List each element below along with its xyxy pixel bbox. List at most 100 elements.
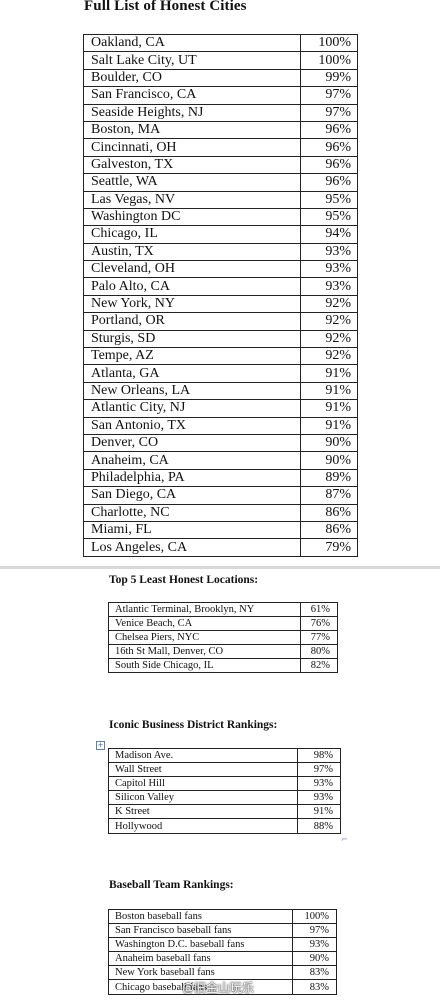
row-label: Seattle, WA — [82, 173, 302, 192]
least-honest-table: Atlantic Terminal, Brooklyn, NY 61% Venice… — [108, 601, 338, 674]
row-label: San Diego, CA — [82, 486, 302, 505]
row-percentage: 100% — [300, 33, 358, 53]
row-percentage: 61% — [300, 601, 338, 618]
honest-cities-table: Oakland, CA 100% Salt Lake City, UT 100% Bou… — [82, 33, 358, 557]
row-percentage: 96% — [300, 120, 358, 140]
table-row: Capitol Hill 93% — [108, 776, 341, 792]
document-page-2: Top 5 Least Honest Locations: Atlantic T… — [0, 569, 440, 1003]
row-percentage: 97% — [292, 923, 337, 939]
row-percentage: 83% — [292, 965, 337, 981]
row-label: Philadelphia, PA — [82, 468, 302, 488]
row-label: Venice Beach, CA — [108, 616, 301, 632]
table-row: Cincinnati, OH 96% — [82, 138, 358, 157]
row-percentage: 96% — [300, 173, 358, 192]
row-label: Denver, CO — [82, 433, 302, 453]
page-separator — [0, 566, 440, 569]
table-row: Cleveland, OH 93% — [82, 260, 358, 279]
table-row: Las Vegas, NV 95% — [82, 190, 358, 209]
table-row: Silicon Valley 93% — [108, 790, 341, 806]
row-percentage: 92% — [300, 294, 358, 314]
table-row: Anaheim baseball fans 90% — [108, 951, 337, 967]
table-row: New Orleans, LA 91% — [82, 381, 358, 401]
table-row: Wall Street 97% — [108, 762, 341, 778]
row-percentage: 95% — [300, 207, 358, 227]
row-label: Atlantic City, NJ — [82, 399, 302, 418]
row-label: Boston baseball fans — [108, 908, 293, 925]
row-label: Chelsea Piers, NYC — [108, 630, 301, 646]
row-percentage: 98% — [297, 747, 341, 764]
table-row: Madison Ave. 98% — [108, 747, 341, 764]
row-label: Washington D.C. baseball fans — [108, 937, 293, 953]
table-row: Washington DC 95% — [82, 207, 358, 227]
table-row: Tempe, AZ 92% — [82, 347, 358, 366]
row-label: San Antonio, TX — [82, 416, 302, 435]
row-label: Wall Street — [108, 762, 298, 778]
row-percentage: 93% — [297, 790, 341, 806]
business-district-table: Madison Ave. 98% Wall Street 97% Capitol Hil… — [108, 747, 341, 834]
table-row: Portland, OR 92% — [82, 312, 358, 331]
row-label: Los Angeles, CA — [82, 538, 302, 557]
row-percentage: 97% — [300, 103, 358, 122]
row-percentage: 96% — [300, 138, 358, 157]
table-row: New York, NY 92% — [82, 294, 358, 314]
table-resize-handle-icon[interactable]: ⌐ — [341, 835, 348, 844]
business-district-title: Iconic Business District Rankings: — [109, 719, 278, 731]
table-row: San Francisco, CA 97% — [82, 86, 358, 105]
row-label: Anaheim, CA — [82, 451, 302, 470]
row-label: Boulder, CO — [82, 68, 302, 88]
row-percentage: 99% — [300, 68, 358, 88]
row-percentage: 93% — [292, 937, 337, 953]
table-row: Boston, MA 96% — [82, 120, 358, 140]
row-percentage: 90% — [292, 951, 337, 967]
row-percentage: 92% — [300, 329, 358, 349]
row-label: Portland, OR — [82, 312, 302, 331]
row-label: Capitol Hill — [108, 776, 298, 792]
row-label: Seaside Heights, NJ — [82, 103, 302, 122]
row-percentage: 93% — [300, 242, 358, 262]
row-percentage: 94% — [300, 225, 358, 244]
row-label: Galveston, TX — [82, 155, 302, 175]
baseball-rankings-title: Baseball Team Rankings: — [109, 879, 234, 891]
table-row: Los Angeles, CA 79% — [82, 538, 358, 557]
row-percentage: 83% — [292, 979, 337, 995]
table-row: Seaside Heights, NJ 97% — [82, 103, 358, 122]
row-label: Boston, MA — [82, 120, 302, 140]
row-percentage: 91% — [297, 804, 341, 820]
row-label: Las Vegas, NV — [82, 190, 302, 209]
row-percentage: 88% — [297, 818, 341, 834]
row-percentage: 87% — [300, 486, 358, 505]
row-label: Atlantic Terminal, Brooklyn, NY — [108, 601, 301, 618]
row-percentage: 76% — [300, 616, 338, 632]
page-title: Full List of Honest Cities — [84, 0, 247, 14]
row-label: Silicon Valley — [108, 790, 298, 806]
row-percentage: 79% — [300, 538, 358, 557]
table-row: Seattle, WA 96% — [82, 173, 358, 192]
table-row: San Antonio, TX 91% — [82, 416, 358, 435]
row-percentage: 93% — [300, 260, 358, 279]
row-percentage: 91% — [300, 416, 358, 435]
table-row: Salt Lake City, UT 100% — [82, 51, 358, 70]
row-percentage: 80% — [300, 644, 338, 660]
row-percentage: 97% — [300, 86, 358, 105]
row-percentage: 97% — [297, 762, 341, 778]
row-label: Palo Alto, CA — [82, 277, 302, 296]
row-percentage: 90% — [300, 433, 358, 453]
table-row: Chelsea Piers, NYC 77% — [108, 630, 338, 646]
table-row: Oakland, CA 100% — [82, 33, 358, 53]
table-row: Charlotte, NC 86% — [82, 503, 358, 522]
table-move-handle-icon[interactable]: + — [96, 741, 105, 750]
table-row: Atlantic City, NJ 91% — [82, 399, 358, 418]
table-row: San Francisco baseball fans 97% — [108, 923, 337, 939]
row-percentage: 86% — [300, 503, 358, 522]
row-percentage: 92% — [300, 347, 358, 366]
table-row: Palo Alto, CA 93% — [82, 277, 358, 296]
row-label: Sturgis, SD — [82, 329, 302, 349]
table-row: Venice Beach, CA 76% — [108, 616, 338, 632]
document-page-1: Full List of Honest Cities Oakland, CA 10… — [82, 0, 358, 557]
table-row: Chicago baseball fans 83% — [108, 979, 337, 995]
table-row: Denver, CO 90% — [82, 433, 358, 453]
row-label: Chicago, IL — [82, 225, 302, 244]
row-label: Cleveland, OH — [82, 260, 302, 279]
row-label: 16th St Mall, Denver, CO — [108, 644, 301, 660]
table-row: Galveston, TX 96% — [82, 155, 358, 175]
